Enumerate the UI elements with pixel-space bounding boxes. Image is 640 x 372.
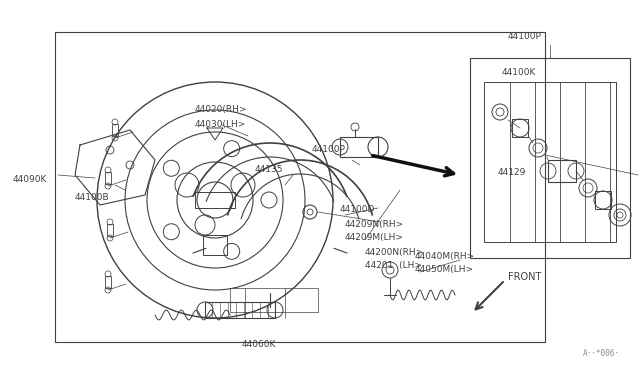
Text: 44050M(LH>: 44050M(LH> [415, 265, 474, 274]
Text: 44100K: 44100K [502, 68, 536, 77]
Text: 44030(LH>: 44030(LH> [195, 120, 246, 129]
Bar [105, 276, 111, 288]
Text: 44135: 44135 [255, 165, 284, 174]
Bar [112, 124, 118, 136]
Text: 44100D: 44100D [340, 205, 376, 214]
Bar [205, 302, 275, 318]
Text: 44129: 44129 [498, 168, 526, 177]
Text: 44020(RH>: 44020(RH> [195, 105, 248, 114]
Text: 44100P: 44100P [312, 145, 346, 154]
Text: 44090K: 44090K [13, 175, 47, 184]
Bar [195, 192, 235, 208]
Text: A··*006·: A··*006· [583, 349, 620, 358]
Text: FRONT: FRONT [508, 272, 541, 282]
Text: 44209N(RH>: 44209N(RH> [345, 220, 404, 229]
Bar [595, 191, 611, 209]
Bar [340, 137, 378, 157]
Bar [107, 224, 113, 236]
Text: 44201  (LH>: 44201 (LH> [365, 261, 422, 270]
Bar [470, 58, 630, 258]
Bar [548, 160, 576, 182]
Bar [55, 32, 545, 342]
Text: 44209M(LH>: 44209M(LH> [345, 233, 404, 242]
Bar [512, 119, 528, 137]
Bar [484, 82, 616, 242]
Bar [203, 235, 227, 255]
Text: 44060K: 44060K [242, 340, 276, 349]
Text: 44200N(RH>: 44200N(RH> [365, 248, 424, 257]
Text: 44100P: 44100P [508, 32, 542, 41]
Bar [230, 288, 318, 312]
Text: 44100B: 44100B [75, 193, 109, 202]
Text: 44040M(RH>: 44040M(RH> [415, 252, 476, 261]
Bar [105, 172, 111, 184]
